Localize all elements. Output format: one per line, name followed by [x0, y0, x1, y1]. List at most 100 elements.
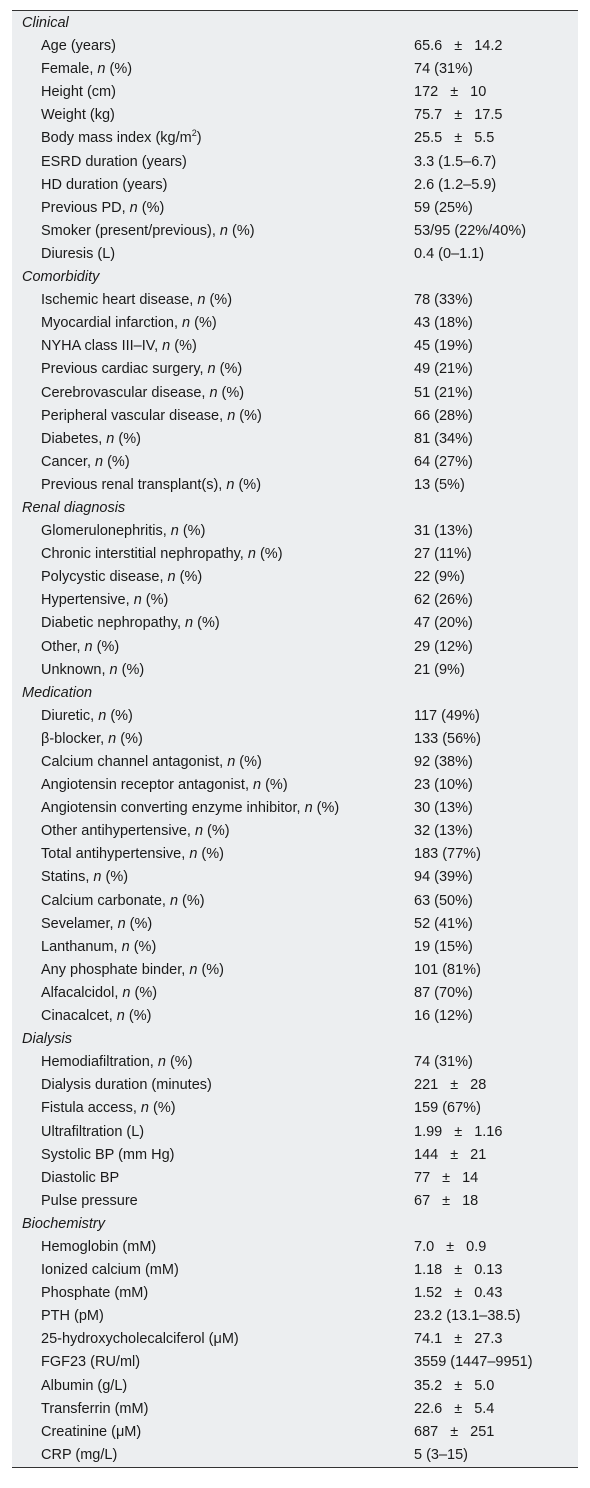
row-value: 74 (31%) — [414, 61, 473, 78]
row-label: Age (years) — [41, 38, 116, 55]
table-row: Ultrafiltration (L) 1.99 ±1.16 — [12, 1121, 578, 1144]
table-row: Polycystic disease, n (%) 22 (9%) — [12, 566, 578, 589]
row-label: Cerebrovascular disease, n (%) — [41, 384, 245, 401]
table-row: Albumin (g/L) 35.2 ±5.0 — [12, 1375, 578, 1398]
table-row: Creatinine (μM) 687 ±251 — [12, 1421, 578, 1444]
row-label: Calcium channel antagonist, n (%) — [41, 754, 262, 770]
row-label: Diastolic BP — [41, 1169, 120, 1186]
table-row: Diuretic, n (%) 117 (49%) — [12, 705, 578, 728]
table-row: Any phosphate binder, n (%) 101 (81%) — [12, 959, 578, 982]
table-row: Previous cardiac surgery, n (%) 49 (21%) — [12, 358, 578, 381]
row-label: Creatinine (μM) — [41, 1423, 142, 1440]
row-value: 29 (12%) — [414, 638, 473, 655]
row-label: Ischemic heart disease, n (%) — [41, 292, 233, 309]
row-label: Height (cm) — [41, 84, 116, 101]
row-label: NYHA class III–IV, n (%) — [41, 338, 197, 355]
row-value: 30 (13%) — [414, 800, 473, 817]
row-value: 3.3 (1.5–6.7) — [414, 153, 497, 170]
row-label: Diabetes, n (%) — [41, 430, 141, 447]
table-row: PTH (pM) 23.2 (13.1–38.5) — [12, 1305, 578, 1328]
table-row: Previous renal transplant(s), n (%) 13 (5… — [12, 474, 578, 497]
row-value: 16 (12%) — [414, 1008, 473, 1025]
row-label: Hypertensive, n (%) — [41, 592, 169, 609]
table-row: Sevelamer, n (%) 52 (41%) — [12, 913, 578, 936]
baseline-characteristics-table: Clinical Age (years) 65.6 ±14.2 Female, n (%… — [12, 10, 578, 1468]
row-label: Myocardial infarction, n (%) — [41, 315, 217, 332]
row-label: Angiotensin receptor antagonist, n (%) — [41, 777, 288, 794]
table-row: Unknown, n (%) 21 (9%) — [12, 659, 578, 682]
table-row: Hypertensive, n (%) 62 (26%) — [12, 589, 578, 612]
row-label: Sevelamer, n (%) — [41, 915, 153, 932]
table-row: 25-hydroxycholecalciferol (μM) 74.1 ±27.3 — [12, 1328, 578, 1351]
row-label: Glomerulonephritis, n (%) — [41, 523, 206, 540]
table-row: HD duration (years) 2.6 (1.2–5.9) — [12, 174, 578, 197]
table-row: Age (years) 65.6 ±14.2 — [12, 35, 578, 58]
row-value: 45 (19%) — [414, 338, 473, 355]
row-label: Statins, n (%) — [41, 869, 129, 886]
row-value: 1.99 ±1.16 — [414, 1123, 503, 1140]
row-label: Hemodiafiltration, n (%) — [41, 1054, 193, 1071]
row-value: 75.7 ±17.5 — [414, 107, 503, 124]
table-row: Previous PD, n (%) 59 (25%) — [12, 197, 578, 220]
table-row: Transferrin (mM) 22.6 ±5.4 — [12, 1398, 578, 1421]
table-row: Other antihypertensive, n (%) 32 (13%) — [12, 820, 578, 843]
row-value: 13 (5%) — [414, 476, 465, 493]
row-value: 31 (13%) — [414, 523, 473, 540]
row-value: 49 (21%) — [414, 361, 473, 378]
row-label: Alfacalcidol, n (%) — [41, 984, 158, 1001]
row-value: 133 (56%) — [414, 730, 481, 747]
row-label: Smoker (present/previous), n (%) — [41, 222, 255, 239]
row-value: 25.5 ±5.5 — [414, 130, 495, 147]
section-heading-medication: Medication — [22, 684, 93, 701]
row-value: 21 (9%) — [414, 661, 465, 678]
row-label: Transferrin (mM) — [41, 1400, 149, 1417]
row-value: 67 ±18 — [414, 1192, 479, 1209]
row-label: Weight (kg) — [41, 107, 115, 124]
row-value: 59 (25%) — [414, 199, 473, 216]
row-value: 87 (70%) — [414, 984, 473, 1001]
table-row: Cancer, n (%) 64 (27%) — [12, 451, 578, 474]
row-value: 81 (34%) — [414, 430, 473, 447]
table-row: Lanthanum, n (%) 19 (15%) — [12, 936, 578, 959]
table-row: Height (cm) 172 ±10 — [12, 81, 578, 104]
row-label: Previous cardiac surgery, n (%) — [41, 361, 243, 378]
row-value: 159 (67%) — [414, 1100, 481, 1117]
row-value: 0.4 (0–1.1) — [414, 245, 485, 262]
row-value: 7.0 ±0.9 — [414, 1238, 487, 1255]
row-label: Pulse pressure — [41, 1192, 138, 1209]
table-row: Systolic BP (mm Hg) 144 ±21 — [12, 1144, 578, 1167]
row-value: 64 (27%) — [414, 453, 473, 470]
row-label: Previous PD, n (%) — [41, 199, 165, 216]
row-value: 51 (21%) — [414, 384, 473, 401]
table-row: Hemoglobin (mM) 7.0 ±0.9 — [12, 1236, 578, 1259]
row-label: Hemoglobin (mM) — [41, 1238, 157, 1255]
table-row: β-blocker, n (%) 133 (56%) — [12, 728, 578, 751]
row-label: Systolic BP (mm Hg) — [41, 1146, 175, 1163]
row-label: Other antihypertensive, n (%) — [41, 823, 230, 840]
table-row: Other, n (%) 29 (12%) — [12, 636, 578, 659]
row-label: Lanthanum, n (%) — [41, 938, 157, 955]
row-value: 47 (20%) — [414, 615, 473, 632]
table-row: Peripheral vascular disease, n (%) 66 (28… — [12, 405, 578, 428]
row-label: Dialysis duration (minutes) — [41, 1077, 212, 1094]
section-heading-dialysis: Dialysis — [22, 1031, 72, 1048]
row-value: 3559 (1447–9951) — [414, 1354, 533, 1371]
row-label: Diuretic, n (%) — [41, 707, 133, 724]
row-value: 53/95 (22%/40%) — [414, 222, 527, 239]
table-row: Female, n (%) 74 (31%) — [12, 58, 578, 81]
table-row: Pulse pressure 67 ±18 — [12, 1190, 578, 1213]
section-heading-clinical: Clinical — [22, 15, 69, 31]
row-label: Body mass index (kg/m2) — [41, 128, 202, 147]
table-row: Myocardial infarction, n (%) 43 (18%) — [12, 312, 578, 335]
row-value: 23.2 (13.1–38.5) — [414, 1308, 521, 1325]
row-label: Cancer, n (%) — [41, 453, 130, 470]
row-value: 117 (49%) — [414, 707, 480, 724]
row-value: 144 ±21 — [414, 1146, 487, 1163]
table-row: Angiotensin receptor antagonist, n (%) 23… — [12, 774, 578, 797]
row-label: Ionized calcium (mM) — [41, 1262, 179, 1279]
row-label: Other, n (%) — [41, 638, 120, 655]
row-value: 94 (39%) — [414, 869, 473, 886]
table-row: Calcium channel antagonist, n (%) 92 (38%… — [12, 751, 578, 774]
row-value: 74.1 ±27.3 — [414, 1331, 503, 1348]
row-value: 22.6 ±5.4 — [414, 1400, 495, 1417]
